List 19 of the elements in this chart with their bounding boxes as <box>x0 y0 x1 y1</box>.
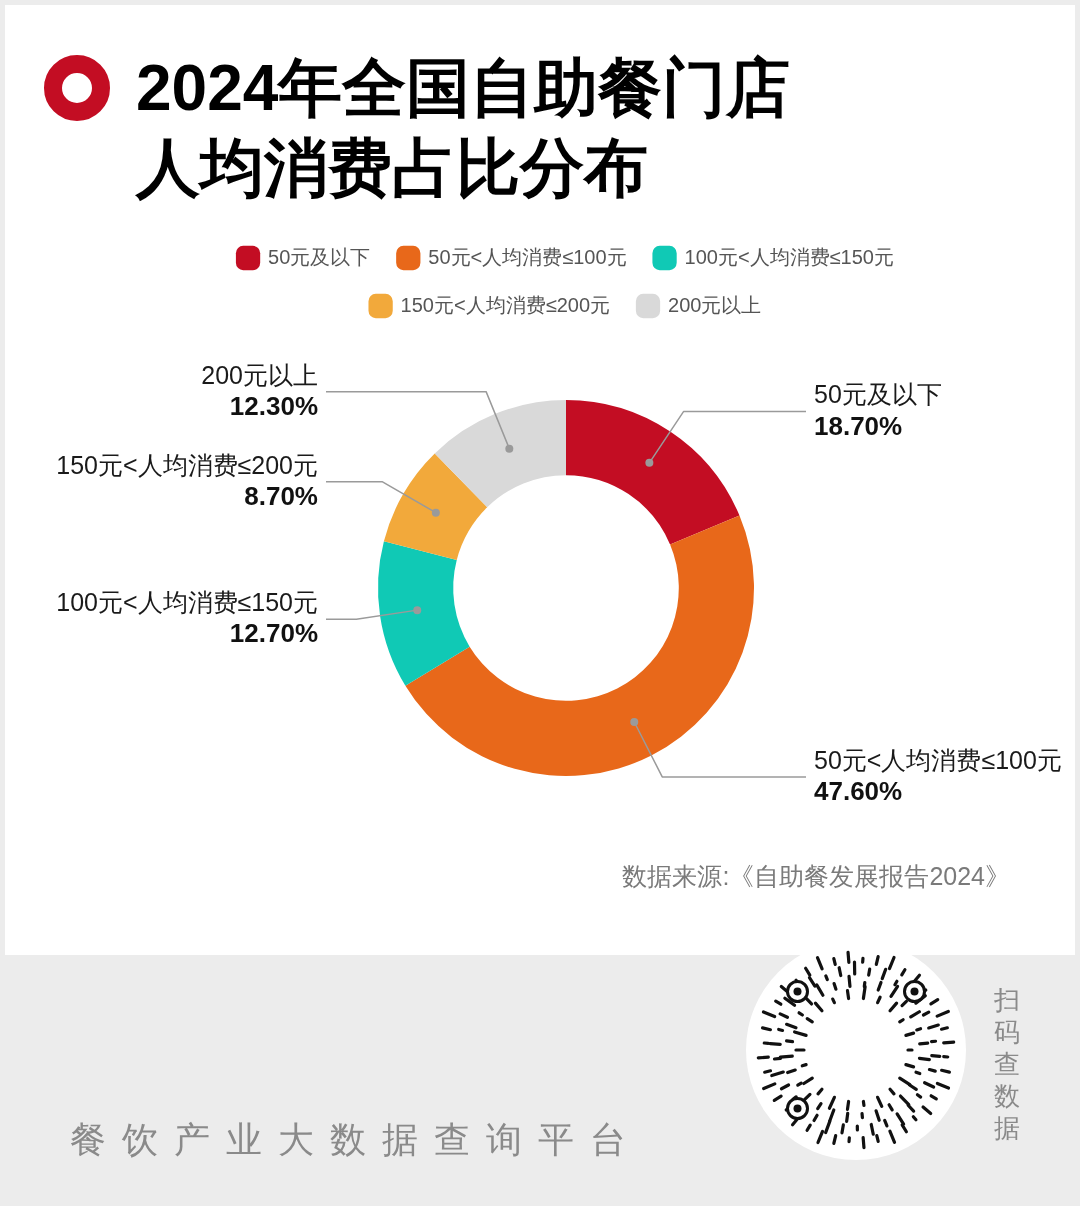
legend-label: 200元以上 <box>668 293 762 316</box>
text: 餐饮产业大数据查询平台 <box>70 1118 642 1162</box>
slice-label: 200元以上 <box>201 360 318 389</box>
source-note: 数据来源:《自助餐发展报告2024》 <box>622 861 1010 892</box>
slice-label: 50元及以下 <box>814 380 942 409</box>
text: 扫码查数据 <box>994 984 1021 1144</box>
chart-title: 2024年全国自助餐门店人均消费占比分布 <box>136 51 792 206</box>
data-label: 47.60% <box>814 776 903 807</box>
legend-label: 150元<人均消费≤200元 <box>400 293 611 316</box>
legend-label: 100元<人均消费≤150元 <box>684 245 894 268</box>
data-label: 12.70% <box>229 618 318 649</box>
legend-label: 50元及以下 <box>268 245 371 268</box>
data-label: 18.70% <box>814 410 903 441</box>
data-label: 12.30% <box>229 390 318 421</box>
data-label: 8.70% <box>244 480 318 511</box>
legend-label: 50元<人均消费≤100元 <box>428 245 627 268</box>
slice-label: 100元<人均消费≤150元 <box>56 588 318 617</box>
slice-label: 150元<人均消费≤200元 <box>56 450 318 479</box>
slice-label: 50元<人均消费≤100元 <box>814 745 1062 774</box>
